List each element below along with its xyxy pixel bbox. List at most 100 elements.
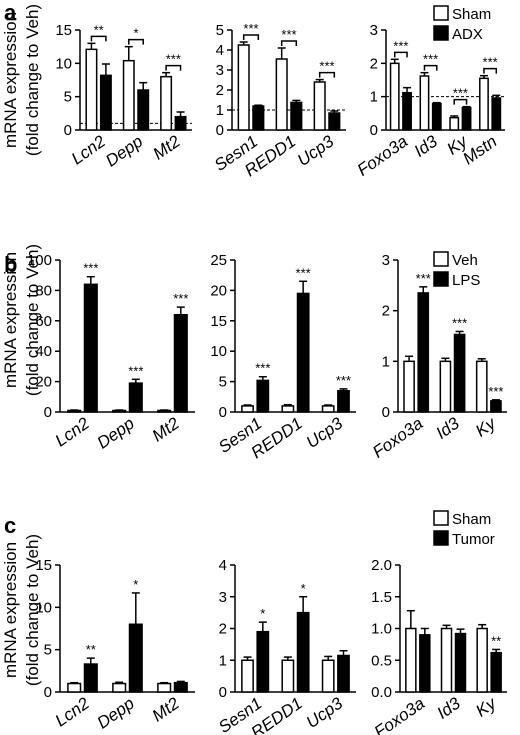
bar-sham bbox=[479, 77, 489, 131]
panel-letter: b bbox=[4, 252, 17, 277]
significance-label: * bbox=[133, 26, 138, 41]
panel-letter: c bbox=[4, 513, 16, 538]
y-tick-label: 0 bbox=[64, 122, 72, 139]
category-label: Ucp3 bbox=[303, 413, 347, 452]
category-label: Lcn2 bbox=[52, 693, 94, 730]
legend-swatch bbox=[433, 271, 449, 287]
bar-adx bbox=[491, 97, 502, 131]
bar-veh bbox=[281, 405, 295, 413]
legend-label: ADX bbox=[452, 26, 483, 43]
category-label: Ucp3 bbox=[294, 131, 338, 170]
bar-lps bbox=[256, 379, 270, 413]
significance-label: *** bbox=[483, 55, 498, 70]
y-tick-label: 0.5 bbox=[371, 652, 392, 669]
bar-sham bbox=[405, 627, 417, 693]
y-axis-label-line: mRNA expression bbox=[1, 252, 20, 388]
y-tick-label: 4 bbox=[219, 557, 227, 574]
legend-label: LPS bbox=[452, 272, 480, 289]
significance-label: *** bbox=[416, 271, 431, 286]
category-label: Ky bbox=[472, 413, 500, 441]
bar-adx bbox=[99, 74, 112, 131]
bar-adx bbox=[328, 112, 341, 131]
y-tick-label: 1 bbox=[370, 89, 378, 106]
bar-lps bbox=[128, 382, 143, 413]
bar-adx bbox=[431, 102, 442, 131]
significance-bracket bbox=[128, 38, 144, 45]
bar-sham bbox=[281, 659, 295, 693]
y-tick-label: 0 bbox=[44, 684, 52, 701]
bar-tumor bbox=[128, 623, 143, 693]
category-label: Depp bbox=[94, 694, 138, 733]
y-tick-label: 10 bbox=[210, 343, 227, 360]
legend-label: Tumor bbox=[452, 531, 495, 548]
category-label: Ky bbox=[472, 693, 500, 721]
bar-sham bbox=[419, 75, 430, 131]
y-tick-label: 15 bbox=[210, 313, 227, 330]
bar-veh bbox=[67, 409, 82, 413]
significance-bracket bbox=[483, 67, 498, 74]
bar-sham bbox=[85, 48, 98, 131]
significance-label: * bbox=[301, 581, 306, 596]
bar-veh bbox=[475, 360, 488, 413]
y-tick-label: 1 bbox=[216, 102, 224, 119]
bar-sham bbox=[476, 627, 488, 693]
bar-lps bbox=[296, 292, 310, 413]
bar-lps bbox=[173, 313, 188, 413]
bar-tumor bbox=[296, 611, 310, 693]
category-label: Lcn2 bbox=[68, 131, 110, 168]
significance-label: * bbox=[260, 606, 265, 621]
y-tick-label: 0 bbox=[370, 122, 378, 139]
category-label: Depp bbox=[94, 414, 138, 453]
bar-tumor bbox=[173, 681, 188, 693]
legend-swatch bbox=[433, 25, 449, 41]
y-tick-label: 3 bbox=[382, 252, 390, 269]
significance-label: *** bbox=[319, 59, 334, 74]
significance-label: *** bbox=[488, 384, 503, 399]
y-axis-label: mRNA expression (fold change to Veh) bbox=[1, 534, 42, 686]
category-label: Id3 bbox=[433, 413, 464, 442]
legend: Veh LPS bbox=[433, 251, 480, 289]
y-tick-label: 0 bbox=[44, 404, 52, 421]
y-tick-label: 15 bbox=[35, 557, 52, 574]
legend: Sham Tumor bbox=[433, 510, 495, 548]
bar-adx bbox=[461, 106, 472, 131]
category-label: Depp bbox=[102, 132, 146, 171]
y-tick-label: 3 bbox=[216, 62, 224, 79]
significance-label: *** bbox=[83, 261, 98, 276]
y-tick-label: 15 bbox=[55, 22, 72, 39]
bar-veh bbox=[241, 405, 254, 413]
y-tick-label: 5 bbox=[44, 642, 52, 659]
subplot: 0 5 10 15 ** Lcn2 * Depp *** Mt2 bbox=[55, 22, 192, 171]
significance-bracket bbox=[423, 64, 438, 71]
significance-label: ** bbox=[94, 22, 104, 37]
category-label: Mstn bbox=[459, 132, 500, 169]
bar-tumor bbox=[419, 634, 431, 693]
y-tick-label: 1.5 bbox=[371, 589, 392, 606]
y-tick-label: 2 bbox=[216, 82, 224, 99]
bar-tumor bbox=[454, 632, 467, 693]
bar-tumor bbox=[337, 654, 350, 693]
panel-letter: a bbox=[4, 0, 17, 25]
category-label: Mt2 bbox=[149, 693, 184, 725]
subplot: 0 20 40 60 80 100 *** Lcn2 *** Depp *** Mt2 bbox=[27, 252, 195, 453]
bar-tumor bbox=[83, 663, 98, 693]
bar-adx bbox=[137, 89, 150, 131]
bar-veh bbox=[321, 405, 335, 413]
bar-lps bbox=[490, 400, 502, 413]
significance-bracket bbox=[453, 98, 468, 105]
significance-label: *** bbox=[173, 291, 188, 306]
y-tick-label: 0 bbox=[219, 404, 227, 421]
legend-label: Sham bbox=[452, 6, 491, 23]
y-tick-label: 1 bbox=[382, 353, 390, 370]
significance-label: ** bbox=[86, 642, 96, 657]
legend-label: Sham bbox=[452, 511, 491, 528]
y-tick-label: 20 bbox=[35, 374, 52, 391]
bar-veh bbox=[403, 360, 415, 413]
bar-veh bbox=[112, 409, 127, 413]
significance-bracket bbox=[90, 35, 107, 42]
y-tick-label: 0 bbox=[219, 684, 227, 701]
